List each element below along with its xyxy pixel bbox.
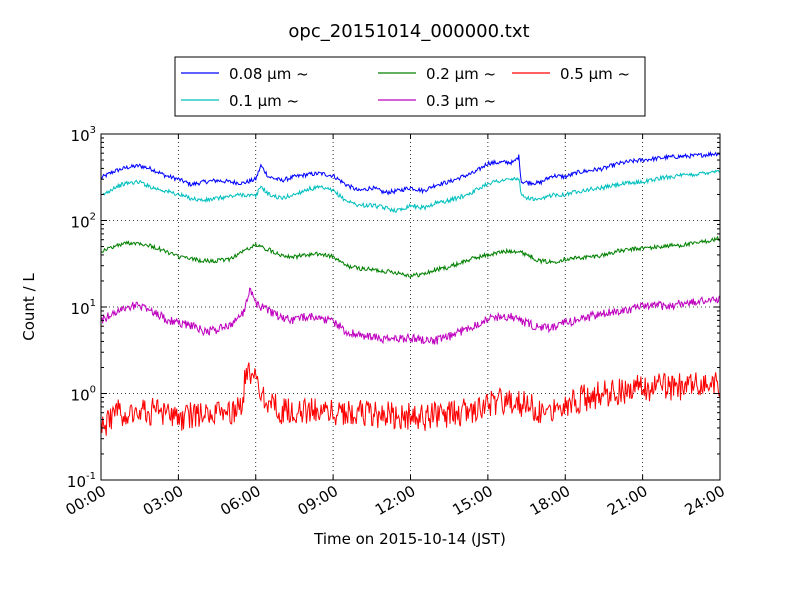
series-line — [100, 150, 721, 196]
series-lines — [100, 150, 721, 436]
y-tick-label: 103 — [71, 125, 96, 145]
legend-label: 0.5 μm ~ — [560, 65, 630, 83]
y-tick-label: 102 — [71, 212, 96, 232]
y-tick-label: 10-1 — [67, 471, 96, 491]
series-line — [101, 169, 721, 214]
chart-title: opc_20151014_000000.txt — [288, 21, 529, 42]
legend-label: 0.2 μm ~ — [426, 65, 496, 83]
series-line — [100, 362, 721, 436]
x-tick-label: 24:00 — [682, 482, 728, 519]
x-tick-labels: 00:00 03:00 06:00 09:00 12:00 15:00 18:00 21:00… — [63, 482, 728, 519]
y-axis-label: Count / L — [20, 273, 38, 341]
y-tick-labels: 10-1 100 101 102 103 — [67, 125, 96, 491]
x-tick-label: 15:00 — [449, 482, 495, 519]
legend: 0.08 μm ~ 0.1 μm ~ 0.2 μm ~ 0.3 μm ~ 0.5 μm … — [174, 56, 646, 117]
x-tick-label: 03:00 — [140, 482, 186, 519]
x-tick-label: 21:00 — [604, 482, 650, 519]
x-tick-label: 12:00 — [372, 482, 418, 519]
x-tick-label: 09:00 — [295, 482, 341, 519]
y-tick-label: 100 — [71, 385, 96, 405]
legend-box — [174, 56, 646, 117]
series-line — [100, 287, 721, 345]
legend-label: 0.1 μm ~ — [229, 92, 299, 110]
legend-label: 0.3 μm ~ — [426, 92, 496, 110]
axis-ticks — [100, 133, 721, 481]
x-tick-label: 18:00 — [527, 482, 573, 519]
x-axis-label: Time on 2015-10-14 (JST) — [313, 530, 506, 548]
series-line — [100, 235, 721, 279]
x-tick-label: 06:00 — [217, 482, 263, 519]
legend-label: 0.08 μm ~ — [229, 65, 309, 83]
y-tick-label: 101 — [71, 298, 96, 318]
